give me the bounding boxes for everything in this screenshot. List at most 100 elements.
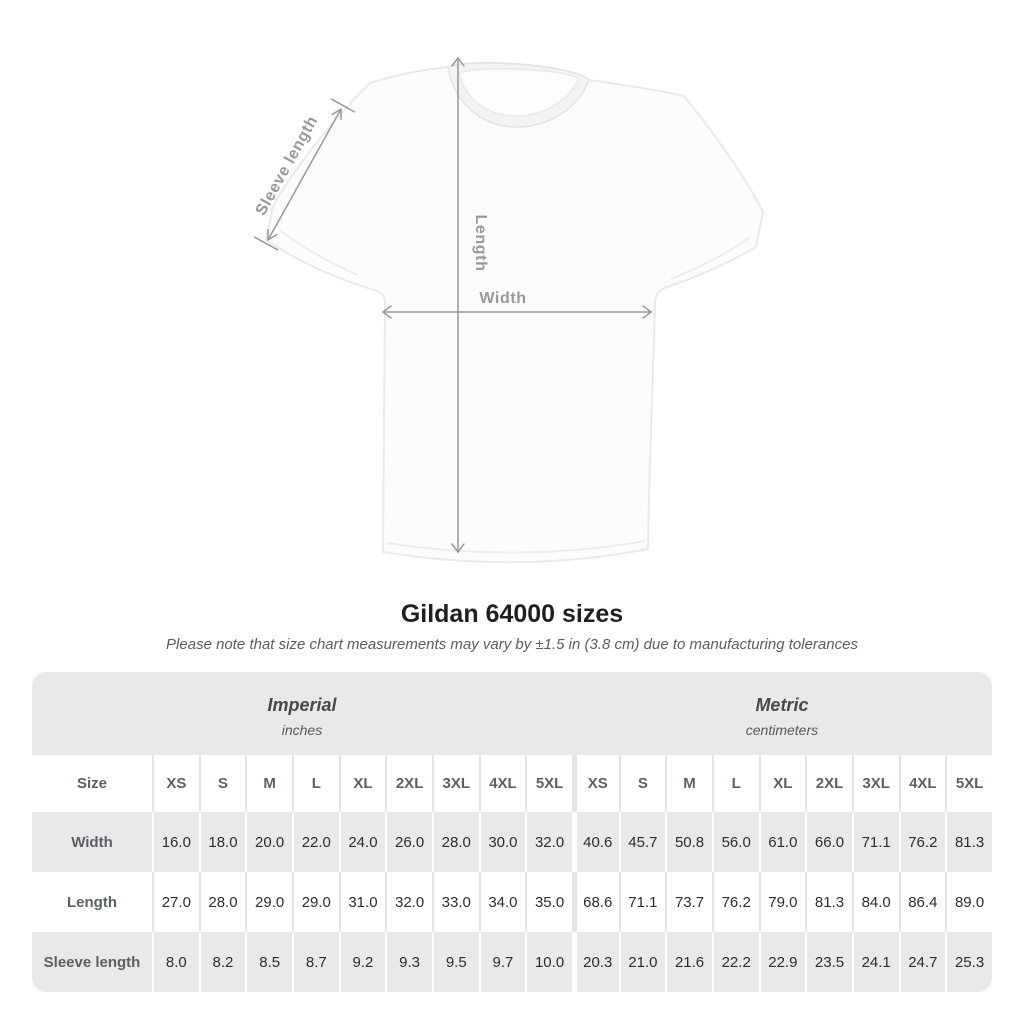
measurement-cell: 9.3	[385, 932, 432, 992]
measurement-cell: 86.4	[898, 872, 946, 932]
measurement-cell: 40.6	[571, 812, 619, 872]
size-table-container: Imperial inches Metric centimeters Size …	[32, 672, 992, 992]
size-header-cell: 5XL	[945, 755, 992, 812]
measurement-cell: 9.5	[431, 932, 479, 992]
measurement-cell: 28.0	[198, 872, 246, 932]
tshirt-measurement-diagram: Length Width Sleeve length	[253, 57, 765, 564]
measurement-cell: 22.2	[711, 932, 759, 992]
size-header-row: Size XS S M L XL 2XL 3XL 4XL 5XL XS S M …	[32, 755, 992, 812]
row-label: Sleeve length	[32, 932, 152, 992]
metric-sublabel: centimeters	[745, 722, 819, 738]
measurement-cell: 81.3	[805, 872, 852, 932]
imperial-sublabel: inches	[281, 722, 323, 738]
measurement-cell: 26.0	[385, 812, 432, 872]
measurement-cell: 73.7	[665, 872, 712, 932]
measurement-cell: 68.6	[571, 872, 619, 932]
tolerance-note: Please note that size chart measurements…	[166, 636, 858, 653]
collar-opening	[458, 68, 580, 117]
measurement-cell: 24.7	[898, 932, 946, 992]
measurement-cell: 25.3	[945, 932, 992, 992]
measurement-cell: 56.0	[711, 812, 759, 872]
measurement-cell: 32.0	[525, 812, 572, 872]
size-header-cell: XL	[758, 755, 806, 812]
width-arrowhead-left	[382, 305, 392, 319]
width-label: Width	[479, 290, 526, 307]
hem-stitch	[386, 540, 646, 554]
measurement-cell: 16.0	[152, 812, 199, 872]
size-header-cell: S	[618, 755, 666, 812]
measurement-cell: 34.0	[478, 872, 526, 932]
measurement-cell: 22.0	[291, 812, 339, 872]
measurement-cell: 9.7	[478, 932, 526, 992]
measurement-cell: 84.0	[851, 872, 899, 932]
measurement-cell: 8.2	[198, 932, 246, 992]
measurement-cell: 76.2	[711, 872, 759, 932]
measurement-cell: 21.0	[618, 932, 666, 992]
sleeve-arrowhead-top	[331, 108, 342, 121]
measurement-cell: 27.0	[152, 872, 199, 932]
size-header-cell: 4XL	[478, 755, 526, 812]
size-header-cell: 3XL	[851, 755, 899, 812]
measurement-cell: 18.0	[198, 812, 246, 872]
sleeve-length-row: Sleeve length 8.0 8.2 8.5 8.7 9.2 9.3 9.…	[32, 932, 992, 992]
size-header-cell: 4XL	[898, 755, 946, 812]
measurement-cell: 23.5	[805, 932, 852, 992]
measurement-cell: 10.0	[525, 932, 572, 992]
measurement-cell: 89.0	[945, 872, 992, 932]
measurement-cell: 30.0	[478, 812, 526, 872]
measurement-cell: 22.9	[758, 932, 806, 992]
size-header-cell: M	[245, 755, 292, 812]
measurement-cell: 20.0	[245, 812, 292, 872]
size-header-cell: 3XL	[431, 755, 479, 812]
size-header-cell: S	[198, 755, 246, 812]
size-table: Imperial inches Metric centimeters Size …	[32, 672, 992, 992]
measurement-cell: 32.0	[385, 872, 432, 932]
length-row: Length 27.0 28.0 29.0 29.0 31.0 32.0 33.…	[32, 872, 992, 932]
size-header-cell: M	[665, 755, 712, 812]
measurement-cell: 8.0	[152, 932, 199, 992]
size-header-cell: XS	[571, 755, 619, 812]
unit-group-imperial: Imperial inches	[32, 672, 572, 755]
right-sleeve-stitch	[670, 237, 750, 280]
measurement-cell: 66.0	[805, 812, 852, 872]
measurement-cell: 35.0	[525, 872, 572, 932]
measurement-cell: 21.6	[665, 932, 712, 992]
measurement-cell: 50.8	[665, 812, 712, 872]
metric-label: Metric	[755, 695, 809, 715]
measurement-cell: 71.1	[851, 812, 899, 872]
size-column-header: Size	[32, 755, 152, 812]
measurement-cell: 8.7	[291, 932, 339, 992]
measurement-cell: 28.0	[431, 812, 479, 872]
measurement-cell: 29.0	[245, 872, 292, 932]
unit-group-metric: Metric centimeters	[571, 672, 992, 755]
measurement-cell: 33.0	[431, 872, 479, 932]
size-header-cell: L	[291, 755, 339, 812]
size-header-cell: 2XL	[805, 755, 852, 812]
width-arrowhead-right	[642, 305, 652, 319]
left-sleeve-stitch	[278, 229, 359, 276]
size-header-cell: L	[711, 755, 759, 812]
measurement-cell: 9.2	[338, 932, 386, 992]
measurement-cell: 45.7	[618, 812, 666, 872]
measurement-cell: 29.0	[291, 872, 339, 932]
row-label: Length	[32, 872, 152, 932]
length-arrowhead-top	[451, 57, 465, 67]
size-header-cell: 5XL	[525, 755, 572, 812]
page-title: Gildan 64000 sizes	[400, 600, 624, 628]
size-header-cell: XL	[338, 755, 386, 812]
measurement-cell: 79.0	[758, 872, 806, 932]
size-header-cell: XS	[152, 755, 199, 812]
measurement-cell: 24.0	[338, 812, 386, 872]
sleeve-end-tick-top	[330, 98, 356, 113]
size-header-cell: 2XL	[385, 755, 432, 812]
measurement-cell: 31.0	[338, 872, 386, 932]
unit-header-row: Imperial inches Metric centimeters	[32, 672, 992, 755]
measurement-cell: 24.1	[851, 932, 899, 992]
length-label: Length	[472, 215, 489, 272]
measurement-cell: 8.5	[245, 932, 292, 992]
measurement-cell: 81.3	[945, 812, 992, 872]
measurement-cell: 71.1	[618, 872, 666, 932]
width-measure: Width	[382, 290, 652, 319]
imperial-label: Imperial	[267, 695, 337, 715]
